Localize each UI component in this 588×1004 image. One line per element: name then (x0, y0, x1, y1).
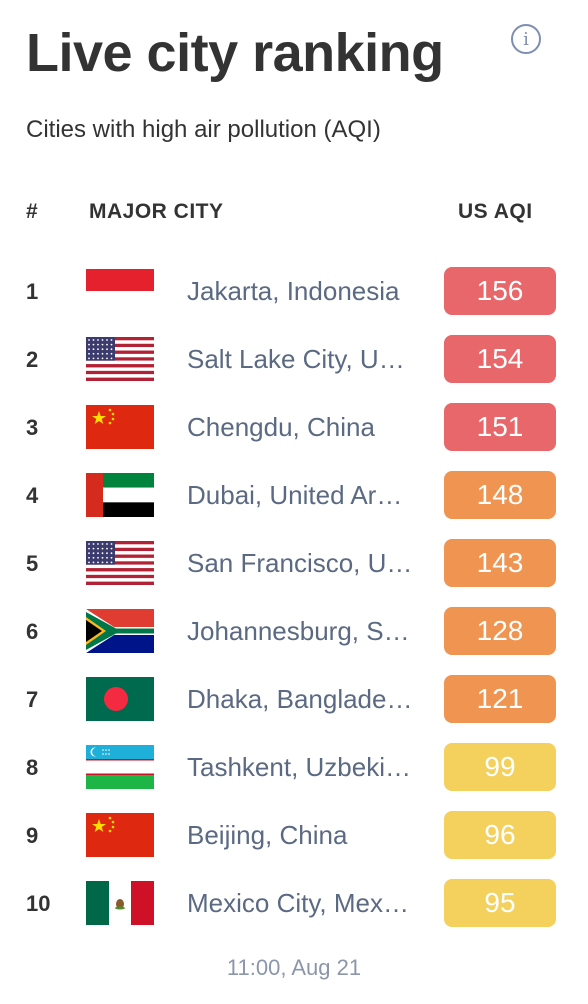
rank-number: 1 (26, 279, 39, 304)
ranking-row[interactable]: 6 Johannesburg, South Africa 128 (0, 601, 588, 661)
ranking-row[interactable]: 5 San Francisco, USA 143 (0, 533, 588, 593)
rank-number: 5 (26, 551, 39, 576)
china-flag (86, 813, 154, 857)
city-name[interactable]: Johannesburg, South Africa (187, 616, 413, 646)
city-name[interactable]: Dhaka, Bangladesh (187, 684, 413, 714)
south-africa-flag (86, 609, 154, 653)
city-name[interactable]: Jakarta, Indonesia (187, 276, 400, 306)
ranking-row[interactable]: 3 Chengdu, China 151 (0, 397, 588, 457)
aqi-badge: 154 (444, 335, 556, 383)
uzbekistan-flag (86, 745, 154, 789)
bangladesh-flag (86, 677, 154, 721)
rank-number: 6 (26, 619, 39, 644)
rank-number: 2 (26, 347, 39, 372)
rank-number: 3 (26, 415, 39, 440)
timestamp: 11:00, Aug 21 (226, 955, 362, 980)
column-header-city: MAJOR CITY (89, 200, 224, 223)
aqi-badge: 99 (444, 743, 556, 791)
column-header-aqi: US AQI (458, 200, 533, 223)
aqi-badge: 121 (444, 675, 556, 723)
china-flag (86, 405, 154, 449)
ranking-row[interactable]: 9 Beijing, China 96 (0, 805, 588, 865)
aqi-badge: 143 (444, 539, 556, 587)
rank-number: 9 (26, 823, 39, 848)
mexico-flag (86, 881, 154, 925)
aqi-badge: 128 (444, 607, 556, 655)
usa-flag (86, 541, 154, 585)
ranking-row[interactable]: 4 Dubai, United Arab Emirates 148 (0, 465, 588, 525)
aqi-badge: 95 (444, 879, 556, 927)
ranking-row[interactable]: 2 Salt Lake City, USA 154 (0, 329, 588, 389)
rank-number: 8 (26, 755, 39, 780)
city-name[interactable]: Mexico City, Mexico (187, 888, 413, 918)
city-name[interactable]: Tashkent, Uzbekistan (187, 752, 413, 782)
city-name[interactable]: San Francisco, USA (187, 548, 413, 578)
ranking-row[interactable]: 10 Mexico City, Mexico 95 (0, 873, 588, 933)
ranking-row[interactable]: 7 Dhaka, Bangladesh 121 (0, 669, 588, 729)
aqi-badge: 148 (444, 471, 556, 519)
rank-number: 10 (26, 891, 51, 916)
ranking-row[interactable]: 1 Jakarta, Indonesia 156 (0, 261, 588, 321)
page-subtitle: Cities with high air pollution (AQI) (26, 116, 381, 143)
city-name[interactable]: Chengdu, China (187, 412, 375, 442)
ranking-row[interactable]: 8 Tashkent, Uzbekistan 99 (0, 737, 588, 797)
column-header-rank: # (26, 200, 39, 223)
info-icon[interactable]: i (511, 24, 541, 54)
indonesia-flag (86, 269, 154, 313)
aqi-badge: 151 (444, 403, 556, 451)
aqi-badge: 156 (444, 267, 556, 315)
uae-flag (86, 473, 154, 517)
city-name[interactable]: Dubai, United Arab Emirates (187, 480, 413, 510)
aqi-badge: 96 (444, 811, 556, 859)
city-name[interactable]: Beijing, China (187, 820, 348, 850)
city-name[interactable]: Salt Lake City, USA (187, 344, 413, 374)
usa-flag (86, 337, 154, 381)
page-title: Live city ranking (26, 23, 444, 83)
rank-number: 7 (26, 687, 39, 712)
rank-number: 4 (26, 483, 39, 508)
